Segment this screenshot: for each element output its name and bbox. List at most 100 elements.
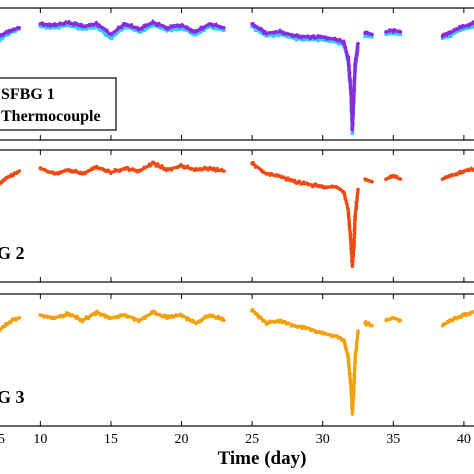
data-point — [250, 161, 254, 165]
data-point — [193, 30, 198, 34]
data-point — [47, 22, 51, 26]
data-point — [170, 168, 174, 172]
data-point — [253, 163, 257, 167]
data-point — [55, 315, 59, 319]
data-point — [278, 30, 283, 34]
data-point — [264, 321, 269, 325]
data-point — [255, 312, 259, 316]
data-point — [346, 207, 350, 212]
data-point — [335, 185, 339, 189]
data-point — [353, 381, 357, 385]
data-point — [346, 355, 350, 360]
data-point — [395, 317, 399, 321]
data-point — [154, 164, 158, 168]
data-point — [98, 167, 102, 171]
data-point — [156, 312, 159, 316]
data-point — [363, 321, 367, 325]
data-point — [295, 33, 299, 37]
data-point — [72, 23, 76, 27]
data-point — [77, 26, 81, 30]
data-point — [104, 170, 108, 174]
data-point — [165, 26, 170, 30]
data-point — [208, 166, 212, 171]
data-point — [275, 30, 279, 34]
data-point — [3, 31, 7, 35]
data-point — [320, 35, 325, 39]
data-point — [352, 247, 356, 251]
data-point — [448, 31, 452, 35]
data-point — [347, 360, 351, 364]
data-point — [366, 35, 370, 39]
data-point — [444, 322, 448, 326]
data-point — [128, 25, 132, 28]
data-point — [353, 67, 357, 71]
data-point — [222, 28, 226, 33]
data-point — [299, 324, 303, 328]
data-point — [370, 35, 374, 39]
data-point — [284, 178, 288, 182]
data-point — [131, 167, 135, 171]
data-point — [200, 168, 203, 172]
data-point — [140, 317, 144, 321]
data-point — [311, 328, 315, 332]
data-point — [352, 222, 356, 225]
data-point — [137, 27, 141, 31]
data-point — [353, 355, 358, 360]
data-point — [114, 29, 118, 33]
data-point — [212, 166, 216, 170]
data-point — [97, 23, 101, 27]
data-point — [344, 343, 348, 347]
data-point — [208, 22, 212, 26]
data-point — [356, 332, 360, 335]
data-point — [123, 313, 127, 317]
data-point — [10, 318, 14, 323]
data-point — [264, 172, 269, 176]
data-point — [47, 170, 51, 174]
data-point — [215, 166, 219, 170]
data-point — [451, 319, 455, 323]
data-point — [38, 22, 43, 26]
data-point — [335, 37, 339, 42]
data-point — [302, 39, 306, 42]
legend-entry: G 2 — [0, 243, 25, 263]
data-point — [196, 168, 200, 172]
data-point — [171, 315, 175, 319]
data-point — [356, 187, 360, 192]
x-axis-label: Time (day) — [218, 448, 307, 469]
data-point — [38, 313, 43, 317]
data-point — [395, 29, 399, 33]
data-point — [208, 313, 212, 317]
data-point — [38, 24, 43, 29]
data-point — [351, 106, 355, 110]
data-point — [87, 315, 91, 319]
data-point — [80, 172, 85, 176]
data-point — [351, 114, 355, 118]
legend: G 2 — [0, 243, 25, 263]
data-point — [351, 111, 355, 115]
data-point — [157, 21, 161, 25]
x-tick-label: 10 — [33, 432, 47, 447]
data-point — [48, 27, 52, 31]
data-point — [344, 48, 348, 52]
data-point — [352, 387, 356, 391]
data-point — [156, 24, 160, 27]
data-point — [320, 331, 325, 336]
data-point — [352, 376, 356, 380]
data-point — [348, 218, 352, 222]
data-point — [455, 27, 459, 31]
data-point — [250, 22, 254, 26]
data-point — [278, 318, 283, 323]
panel-sfbg1: SFBG 1 Thermocouple — [0, 7, 474, 141]
data-point — [275, 173, 279, 176]
data-point — [95, 310, 99, 315]
data-point — [179, 23, 184, 28]
data-point — [302, 180, 306, 184]
data-point — [0, 181, 4, 185]
data-point — [312, 34, 315, 38]
data-point — [355, 200, 359, 204]
data-point — [211, 313, 215, 317]
data-point — [356, 336, 359, 340]
data-point — [259, 315, 263, 319]
data-point — [344, 201, 348, 205]
x-tick-label: 5 — [0, 432, 5, 447]
